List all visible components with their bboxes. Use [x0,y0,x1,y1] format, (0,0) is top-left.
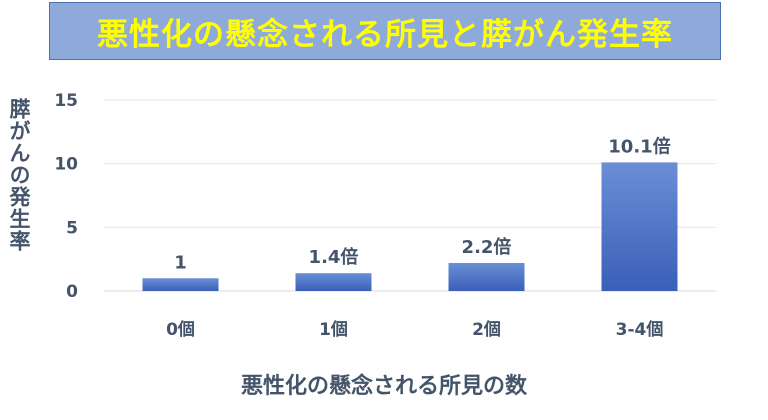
data-label: 1.4倍 [309,246,359,268]
y-tick-label: 0 [66,282,78,302]
x-tick-label: 0個 [166,319,195,340]
bar [142,278,219,291]
chart-title-banner: 悪性化の懸念される所見と膵がん発生率 [49,2,721,60]
data-label: 1 [174,252,187,273]
bar [448,262,525,291]
y-axis-label: 膵がんの発生率 [7,98,31,252]
x-axis-label: 悪性化の懸念される所見の数 [240,374,527,399]
data-label: 10.1倍 [608,135,670,157]
bar [601,162,678,291]
x-tick-label: 1個 [319,319,348,340]
y-tick-label: 5 [66,218,78,238]
x-tick-label: 2個 [472,319,501,340]
x-tick-label: 3-4個 [616,319,664,340]
bar [295,273,372,291]
chart-title: 悪性化の懸念される所見と膵がん発生率 [97,16,673,53]
y-tick-label: 15 [54,91,78,111]
bars [142,162,678,291]
data-label: 2.2倍 [462,236,512,258]
y-tick-label: 10 [54,155,78,175]
data-labels: 1 1.4倍 2.2倍 10.1倍 [174,135,670,273]
x-tick-labels: 0個 1個 2個 3-4個 [166,319,663,340]
y-tick-labels: 0 5 10 15 [54,91,78,302]
